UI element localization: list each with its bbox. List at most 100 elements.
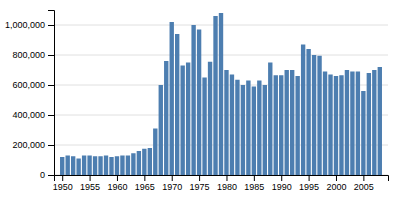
x-tick-label: 1965: [135, 182, 155, 192]
y-tick-label: 400,000: [12, 110, 45, 120]
x-tick-mark: [62, 175, 63, 181]
y-tick-mark: [48, 25, 54, 26]
x-tick-label: 1985: [244, 182, 264, 192]
y-tick-mark: [48, 55, 54, 56]
bar: [241, 85, 245, 175]
y-tick-label: 0: [40, 170, 45, 180]
y-axis: 0 200,000 400,000 600,000 800,000 1,000,000: [5, 11, 55, 181]
bar: [252, 87, 256, 176]
bar: [186, 63, 190, 176]
x-axis-line: [55, 176, 389, 182]
y-tick-label: 200,000: [12, 140, 45, 150]
bar: [235, 80, 239, 175]
x-tick-mark: [309, 175, 310, 181]
y-tick-mark: [48, 175, 54, 176]
x-tick-label: 1980: [217, 182, 237, 192]
bar: [159, 85, 163, 175]
bar: [334, 76, 338, 175]
plot: 1950195519601965197019751980198519901995…: [5, 11, 389, 193]
x-tick: 1950: [53, 175, 73, 192]
bar: [180, 66, 184, 176]
x-tick-mark: [254, 175, 255, 181]
x-tick: 1975: [190, 175, 210, 192]
bar: [115, 156, 119, 175]
bar: [76, 159, 80, 176]
bar: [328, 75, 332, 176]
bar: [213, 16, 217, 175]
bar: [285, 70, 289, 175]
bar: [142, 149, 146, 175]
x-tick-label: 1970: [162, 182, 182, 192]
bar: [71, 156, 75, 175]
x-tick: 1980: [217, 175, 237, 192]
bar: [191, 25, 195, 175]
bar: [87, 156, 91, 176]
bar: [290, 70, 294, 175]
bar: [268, 63, 272, 176]
x-tick-label: 1955: [80, 182, 100, 192]
bar: [65, 156, 69, 176]
bar: [312, 55, 316, 175]
y-axis-line: [48, 11, 55, 176]
bar: [356, 72, 360, 176]
bar: [378, 67, 382, 175]
y-tick-mark: [48, 85, 54, 86]
x-tick-label: 1990: [272, 182, 292, 192]
x-tick-mark: [363, 175, 364, 181]
y-tick-mark: [48, 145, 54, 146]
bar: [197, 30, 201, 176]
bar: [295, 76, 299, 175]
x-tick-label: 1975: [190, 182, 210, 192]
bar: [137, 151, 141, 175]
bar: [274, 75, 278, 175]
bar: [350, 72, 354, 176]
x-tick-mark: [226, 175, 227, 181]
x-tick-mark: [90, 175, 91, 181]
x-tick: 2005: [354, 175, 374, 192]
x-tick-label: 2005: [354, 182, 374, 192]
x-tick-label: 1950: [53, 182, 73, 192]
y-tick: 200,000: [12, 140, 54, 150]
x-tick: 1970: [162, 175, 182, 192]
bar: [60, 157, 64, 175]
x-tick: 1955: [80, 175, 100, 192]
x-tick-mark: [144, 175, 145, 181]
bar: [246, 81, 250, 176]
bar: [263, 85, 267, 175]
x-tick-mark: [281, 175, 282, 181]
bar: [367, 73, 371, 175]
bar: [317, 56, 321, 175]
x-axis: 1950195519601965197019751980198519901995…: [53, 175, 389, 192]
bar: [323, 72, 327, 176]
x-tick-label: 1960: [107, 182, 127, 192]
bar: [301, 45, 305, 176]
y-tick-mark: [48, 115, 54, 116]
y-tick-label: 1,000,000: [5, 20, 45, 30]
y-tick: 400,000: [12, 110, 54, 120]
bar: [361, 91, 365, 175]
bar: [279, 75, 283, 175]
chart: 1950195519601965197019751980198519901995…: [0, 0, 400, 197]
y-tick-label: 800,000: [12, 50, 45, 60]
bar: [208, 62, 212, 175]
x-tick-label: 2000: [326, 182, 346, 192]
bar: [131, 153, 135, 175]
x-tick: 1960: [107, 175, 127, 192]
bar: [219, 13, 223, 175]
bar: [120, 156, 124, 176]
x-tick-mark: [172, 175, 173, 181]
x-tick: 1990: [272, 175, 292, 192]
y-tick: 1,000,000: [5, 20, 54, 30]
bar: [109, 157, 113, 175]
y-tick: 0: [40, 170, 54, 180]
y-tick: 600,000: [12, 80, 54, 90]
bar: [104, 156, 108, 176]
bar: [98, 156, 102, 175]
bar: [82, 156, 86, 176]
bar: [170, 22, 174, 175]
x-tick-mark: [199, 175, 200, 181]
bar: [153, 129, 157, 176]
x-tick: 1965: [135, 175, 155, 192]
y-tick: 800,000: [12, 50, 54, 60]
bar: [372, 70, 376, 175]
